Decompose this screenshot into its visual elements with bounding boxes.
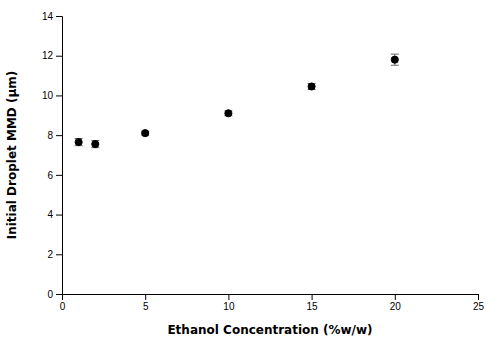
point (308, 83, 315, 90)
x-axis: 0 5 10 15 20 25 (60, 294, 485, 312)
y-tick-label: 2 (47, 249, 53, 260)
y-tick-mark (56, 254, 62, 255)
x-tick-label: 0 (60, 301, 66, 312)
y-tick-mark (56, 175, 62, 176)
y-tick: 8 (47, 130, 62, 141)
point (92, 141, 99, 148)
error-bar (391, 54, 399, 65)
point (75, 139, 82, 146)
x-tick: 5 (143, 294, 149, 312)
x-tick-mark (312, 294, 313, 300)
y-tick-label: 12 (42, 50, 54, 61)
x-axis-title: Ethanol Concentration (%w/w) (167, 323, 372, 337)
y-tick-label: 14 (42, 11, 54, 22)
x-tick: 10 (223, 294, 235, 312)
chart: 0 5 10 15 20 25 0 2 4 6 8 10 12 14 Ethanol Concentrati… (0, 0, 500, 344)
y-axis: 0 2 4 6 8 10 12 14 (42, 11, 63, 300)
error-bar-cap-lower (391, 65, 399, 66)
y-tick: 2 (47, 249, 62, 260)
y-tick-mark (56, 215, 62, 216)
x-tick: 0 (60, 294, 66, 312)
y-tick: 4 (47, 209, 62, 220)
plot-area: 0 5 10 15 20 25 0 2 4 6 8 10 12 14 (42, 11, 485, 312)
error-bar (75, 139, 83, 146)
y-tick-mark (56, 95, 62, 96)
y-tick-mark (56, 56, 62, 57)
y-tick: 12 (42, 50, 62, 61)
y-tick-mark (56, 135, 62, 136)
x-tick-label: 20 (390, 301, 402, 312)
point (142, 130, 149, 137)
x-tick-label: 5 (143, 301, 149, 312)
y-tick-label: 6 (47, 170, 53, 181)
y-tick: 0 (47, 289, 62, 300)
x-tick-label: 10 (223, 301, 235, 312)
y-axis-title: Initial Droplet MMD (μm) (5, 71, 19, 240)
y-tick-label: 4 (47, 209, 53, 220)
x-tick-mark (478, 294, 479, 300)
x-tick: 25 (473, 294, 485, 312)
y-tick-mark (56, 16, 62, 17)
y-tick-label: 0 (47, 289, 53, 300)
error-bar (308, 84, 316, 90)
x-tick-label: 15 (307, 301, 319, 312)
y-tick-mark (56, 294, 62, 295)
y-tick: 14 (42, 11, 62, 22)
y-axis-line (56, 17, 63, 295)
y-tick: 10 (42, 90, 62, 101)
error-bar (91, 141, 99, 148)
x-tick-mark (395, 294, 396, 300)
x-tick: 20 (390, 294, 402, 312)
marks (75, 54, 399, 148)
x-tick-label: 25 (473, 301, 485, 312)
x-axis-line (63, 295, 479, 301)
x-tick-mark (145, 294, 146, 300)
y-tick: 6 (47, 170, 62, 181)
point (225, 110, 232, 117)
y-tick-label: 10 (42, 90, 54, 101)
error-bar-cap-upper (391, 54, 399, 55)
x-tick: 15 (307, 294, 319, 312)
point (391, 56, 398, 63)
x-tick-mark (228, 294, 229, 300)
y-tick-label: 8 (47, 130, 53, 141)
